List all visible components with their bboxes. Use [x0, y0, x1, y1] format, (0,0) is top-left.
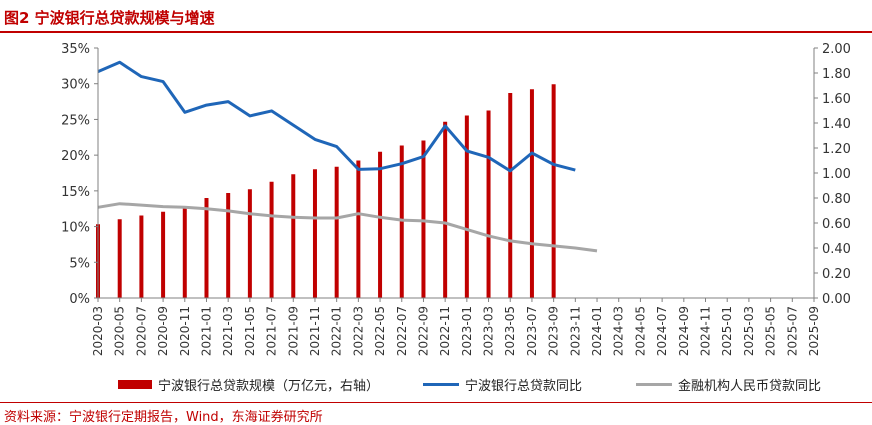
x-axis-tick-label: 2023-03 [482, 306, 496, 356]
right-axis-tick-label: 2.00 [822, 42, 851, 57]
right-axis-tick-label: 0.40 [822, 242, 851, 257]
x-axis-tick-label: 2020-05 [113, 306, 127, 356]
bar-loan-size [182, 206, 187, 298]
x-axis-tick-label: 2024-05 [633, 306, 647, 356]
bar-loan-size [226, 193, 231, 298]
left-axis-tick-label: 0% [69, 292, 90, 307]
x-axis-tick-label: 2025-01 [720, 306, 734, 356]
x-axis-tick-label: 2024-07 [655, 306, 669, 356]
legend-swatch-loan-growth [423, 382, 459, 386]
x-axis-tick-label: 2024-03 [612, 306, 626, 356]
bar-loan-size [291, 174, 296, 298]
x-axis-tick-label: 2021-05 [243, 306, 257, 356]
left-axis-tick-label: 15% [61, 185, 90, 200]
bar-loan-size [378, 151, 383, 298]
x-axis-tick-label: 2025-07 [785, 306, 799, 356]
x-axis-tick-label: 2025-03 [742, 306, 756, 356]
x-axis-tick-label: 2021-11 [308, 306, 322, 356]
bar-loan-size [508, 93, 513, 298]
x-axis-tick-label: 2025-09 [807, 306, 821, 356]
line-system-growth [97, 202, 598, 253]
bar-loan-size [356, 160, 361, 298]
right-axis-tick-label: 0.20 [822, 267, 851, 282]
right-axis-tick-label: 1.40 [822, 117, 851, 132]
x-axis-tick-label: 2023-09 [547, 306, 561, 356]
x-axis-tick-label: 2022-03 [351, 306, 365, 356]
x-axis-tick-label: 2024-01 [590, 306, 604, 356]
x-axis-tick-label: 2020-11 [178, 306, 192, 356]
x-axis-tick-label: 2022-01 [330, 306, 344, 356]
right-axis-tick-label: 1.60 [822, 92, 851, 107]
x-axis-tick-label: 2022-09 [416, 306, 430, 356]
bar-loan-size [334, 166, 339, 298]
legend-label-loan-size: 宁波银行总贷款规模（万亿元，右轴） [158, 378, 380, 394]
x-axis-tick-label: 2021-03 [221, 306, 235, 356]
bar-loan-size [161, 211, 166, 298]
left-axis-tick-label: 30% [61, 78, 90, 93]
bar-loan-size [247, 189, 252, 298]
x-axis-tick-label: 2024-09 [677, 306, 691, 356]
right-axis-tick-label: 1.80 [822, 67, 851, 82]
bar-loan-size [139, 215, 144, 298]
source-rule [0, 402, 872, 403]
right-axis-tick-label: 1.20 [822, 142, 851, 157]
legend-item-loan-growth: 宁波银行总贷款同比 [423, 375, 583, 394]
x-axis-tick-label: 2021-01 [199, 306, 213, 356]
x-axis-tick-label: 2020-03 [91, 306, 105, 356]
x-axis-tick-label: 2022-07 [395, 306, 409, 356]
bar-loan-size [421, 140, 426, 298]
left-axis-tick-label: 25% [61, 113, 90, 128]
left-axis-tick-label: 5% [69, 256, 90, 271]
right-axis-tick-label: 0.60 [822, 217, 851, 232]
source-note: 资料来源：宁波银行定期报告，Wind，东海证券研究所 [4, 410, 323, 425]
x-axis-tick-label: 2023-11 [568, 306, 582, 356]
bar-loan-size [117, 219, 122, 298]
x-axis-tick-label: 2022-11 [438, 306, 452, 356]
left-axis-tick-label: 20% [61, 149, 90, 164]
x-axis-tick-label: 2023-01 [460, 306, 474, 356]
x-axis-tick-label: 2022-05 [373, 306, 387, 356]
bar-loan-size [399, 145, 404, 298]
x-axis-tick-label: 2021-09 [286, 306, 300, 356]
x-axis-tick-label: 2025-05 [764, 306, 778, 356]
right-axis-tick-label: 0.00 [822, 292, 851, 307]
x-axis-tick-label: 2023-07 [525, 306, 539, 356]
left-axis-tick-label: 35% [61, 42, 90, 57]
x-axis-tick-label: 2021-07 [265, 306, 279, 356]
bar-loan-size [551, 84, 556, 298]
legend-swatch-system-growth [636, 382, 672, 386]
legend: 宁波银行总贷款规模（万亿元，右轴） 宁波银行总贷款同比 金融机构人民币贷款同比 [118, 375, 822, 394]
title-rule [0, 31, 872, 33]
left-axis-tick-label: 10% [61, 221, 90, 236]
x-axis-tick-label: 2023-05 [503, 306, 517, 356]
x-axis-tick-label: 2020-09 [156, 306, 170, 356]
line-loan-growth [97, 60, 576, 173]
bar-loan-size [443, 121, 448, 298]
x-axis-tick-label: 2024-11 [699, 306, 713, 356]
legend-item-system-growth: 金融机构人民币贷款同比 [636, 375, 822, 394]
bar-loan-size [529, 89, 534, 298]
legend-label-loan-growth: 宁波银行总贷款同比 [465, 378, 583, 394]
bar-loan-size [464, 115, 469, 298]
figure-title: 图2 宁波银行总贷款规模与增速 [4, 9, 215, 27]
bar-loan-size [204, 198, 209, 298]
legend-swatch-loan-size [118, 379, 152, 389]
bar-loan-size [312, 169, 317, 298]
bar-loan-size [269, 181, 274, 298]
legend-item-loan-size: 宁波银行总贷款规模（万亿元，右轴） [118, 375, 380, 394]
x-axis-tick-label: 2020-07 [134, 306, 148, 356]
legend-label-system-growth: 金融机构人民币贷款同比 [678, 378, 822, 394]
right-axis-tick-label: 0.80 [822, 192, 851, 207]
bar-loan-size [486, 110, 491, 298]
right-axis-tick-label: 1.00 [822, 167, 851, 182]
